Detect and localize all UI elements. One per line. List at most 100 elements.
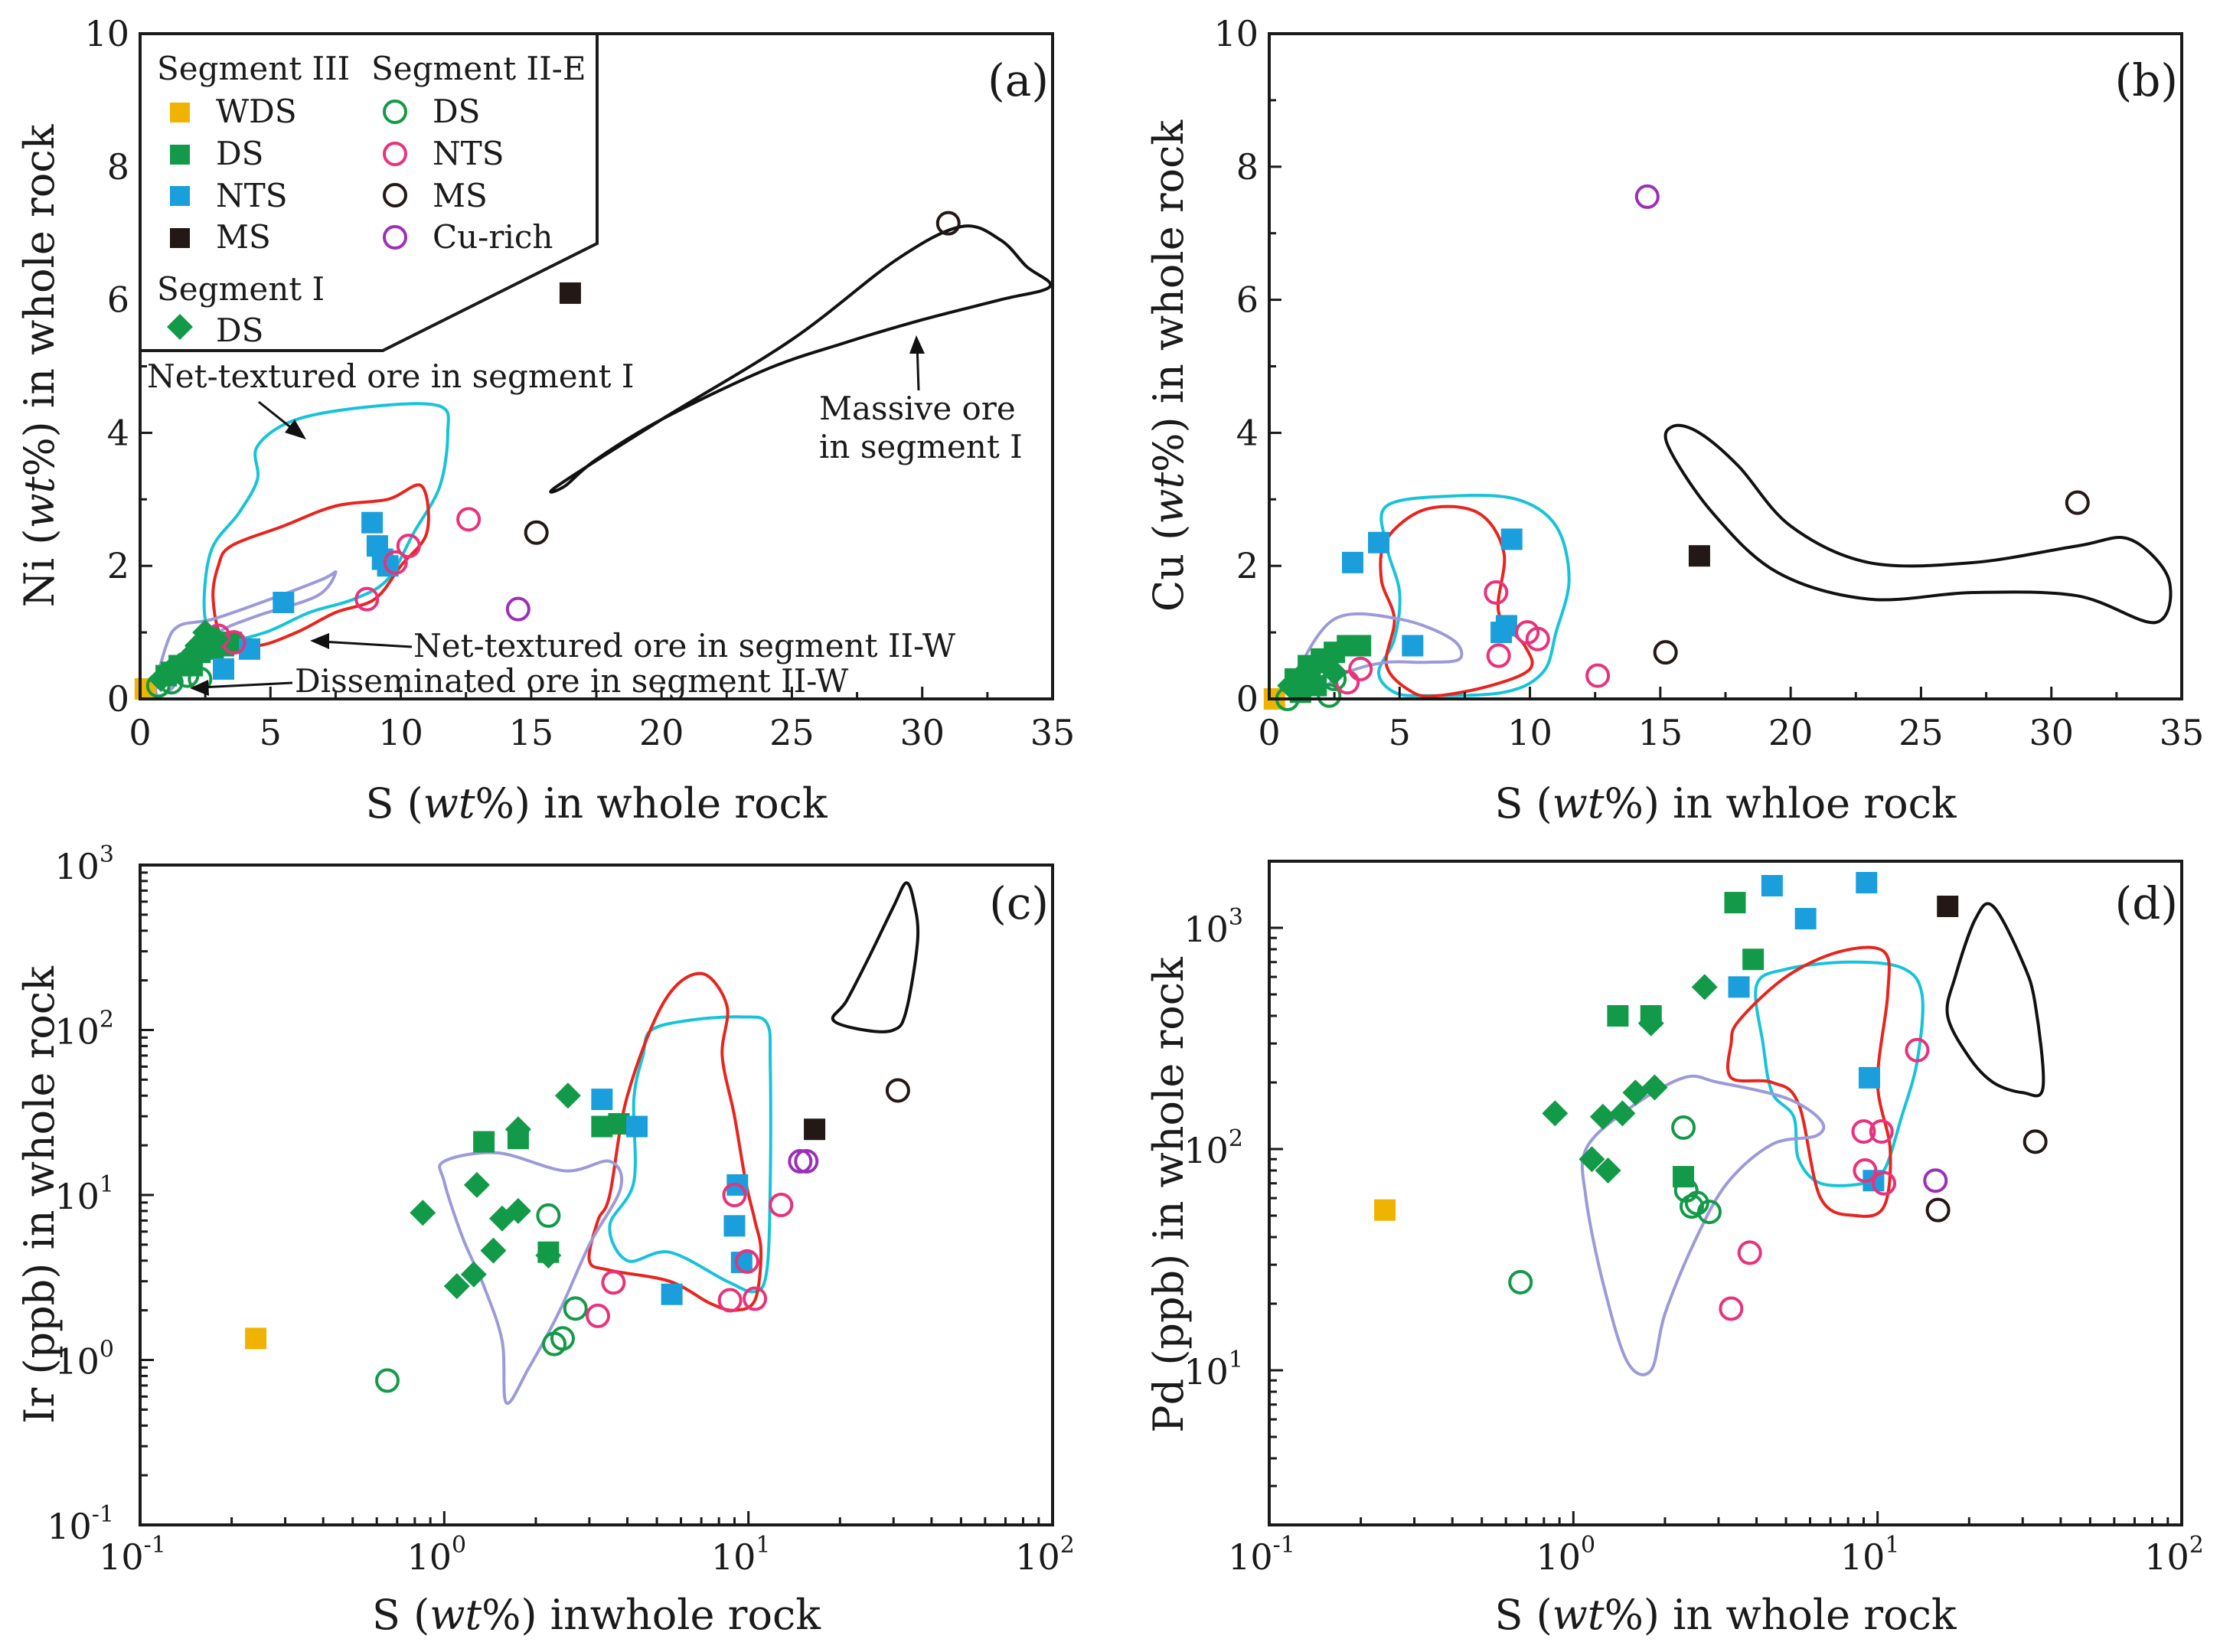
field-net-textured-ore-in-segment-ii-w xyxy=(1379,504,1534,698)
x-tick-label: 35 xyxy=(1030,712,1076,753)
segment-ii-e-ds-point xyxy=(374,1368,400,1393)
field-net-textured-ore-in-segment-i xyxy=(202,402,450,642)
segment-ii-e-nts-point xyxy=(769,1193,794,1218)
segment-ii-e-ds-point xyxy=(1671,1115,1696,1140)
x-tick-label: 30 xyxy=(899,712,945,753)
segment-ii-e-nts-point xyxy=(586,1303,611,1328)
segment-i-ds-point xyxy=(443,1273,470,1300)
legend-ds2e-marker xyxy=(383,100,407,124)
segment-ii-e-ms-point xyxy=(885,1078,910,1103)
panel-c: 10-1 100 101 102 10-1 100 101 102 103 (c) S (wt%… xyxy=(15,841,1075,1639)
segment-i-ds-point xyxy=(463,1171,490,1198)
x-tick-label: 15 xyxy=(509,712,554,753)
segment-ii-e-nts-point xyxy=(722,1183,747,1207)
segment-ii-e-nts-point xyxy=(1851,1119,1876,1144)
panel-d-ylabel: Pd (ppb) in whole rock xyxy=(1144,956,1193,1433)
legend-nts2e-label: NTS xyxy=(433,135,504,172)
segment-i-ds-point xyxy=(202,625,229,652)
panel-a-ylabel: Ni (wt%) in whole rock xyxy=(15,123,64,607)
x-tick-label: 5 xyxy=(1389,712,1411,753)
y-tick-label: 103 xyxy=(54,841,114,887)
segment-iii-nts-point xyxy=(1341,551,1363,573)
x-tick-label: 0 xyxy=(1258,712,1280,753)
arrow-diss-seg2w xyxy=(200,681,293,689)
segment-iii-nts-point xyxy=(1368,531,1390,553)
segment-ii-e-nts-point xyxy=(1869,1119,1894,1144)
field-net-textured-ore-in-segment-ii-w xyxy=(587,971,763,1312)
segment-ii-e-nts-point xyxy=(734,1249,759,1274)
segment-ii-e-nts-point xyxy=(743,1286,768,1311)
y-tick-label: 0 xyxy=(107,678,129,720)
segment-ii-e-ds-point xyxy=(1317,683,1342,708)
arrowhead-massive xyxy=(909,335,925,354)
arrowhead-net-seg1 xyxy=(285,420,306,439)
panel-b-ticks: 0 5 10 15 20 25 30 35 0 2 4 6 8 10 xyxy=(1213,13,2204,753)
legend-curich-marker xyxy=(383,225,407,250)
segment-ii-e-cu-rich-point xyxy=(1923,1168,1948,1193)
segment-i-ds-point xyxy=(1578,1146,1605,1173)
panel-a-points xyxy=(134,211,961,700)
panel-c-frame xyxy=(139,864,1054,1526)
segment-iii-wds-point xyxy=(1374,1199,1396,1221)
x-tick-label: 5 xyxy=(260,712,282,753)
panel-c-points xyxy=(245,1078,910,1393)
x-tick-label: 25 xyxy=(769,712,815,753)
segment-iii-nts-point xyxy=(273,591,295,613)
y-tick-label: 10 xyxy=(84,13,129,54)
legend-ds3-marker xyxy=(170,145,190,165)
field-massive-ore-in-segment-i xyxy=(549,224,1053,494)
legend-ms3-marker xyxy=(170,228,190,248)
segment-iii-nts-point xyxy=(1495,615,1517,637)
segment-i-ds-point xyxy=(1691,974,1718,1001)
segment-i-ds-point xyxy=(480,1237,507,1264)
legend-group2-title: Segment II-E xyxy=(371,50,586,87)
field-massive-ore-in-segment-i xyxy=(1945,902,2045,1098)
panel-d-fields xyxy=(1580,902,2045,1376)
x-tick-label: 100 xyxy=(407,1532,467,1578)
segment-ii-e-nts-point xyxy=(383,550,408,575)
segment-iii-ms-point xyxy=(1937,895,1959,917)
segment-ii-e-ms-point xyxy=(935,211,961,236)
segment-iii-nts-point xyxy=(626,1115,648,1138)
segment-ii-e-nts-point xyxy=(1348,656,1373,681)
segment-ii-e-nts-point xyxy=(456,507,482,532)
x-tick-label: 10 xyxy=(1507,712,1552,753)
legend-wds-marker xyxy=(170,103,190,122)
panel-c-ylabel: Ir (ppb) in whole rock xyxy=(15,965,64,1424)
segment-i-ds-point xyxy=(535,1242,562,1268)
y-tick-label: 4 xyxy=(107,412,129,453)
segment-iii-nts-point xyxy=(1402,635,1424,657)
y-tick-label: 2 xyxy=(107,545,129,586)
field-disseminated-ore-in-segment-ii-w xyxy=(1292,612,1464,697)
arrowhead-net-seg2w xyxy=(310,633,329,649)
segment-i-ds-point xyxy=(410,1200,436,1226)
segment-i-ds-point xyxy=(1595,1157,1621,1184)
x-tick-label: 100 xyxy=(1536,1532,1596,1578)
segment-i-ds-point xyxy=(161,655,188,682)
panel-d-ticks: 10-1 100 101 102 101 102 103 xyxy=(1183,904,2203,1578)
segment-ii-e-ms-point xyxy=(1653,640,1678,665)
y-tick-label: 8 xyxy=(107,146,129,188)
field-massive-ore-in-segment-i xyxy=(1663,423,2173,625)
legend-ds1-label: DS xyxy=(216,312,263,349)
y-tick-label: 101 xyxy=(54,1171,114,1217)
legend-nts3-label: NTS xyxy=(216,177,288,214)
segment-ii-e-nts-point xyxy=(717,1288,743,1313)
segment-ii-e-nts-point xyxy=(354,586,380,612)
segment-iii-nts-point xyxy=(361,511,384,534)
y-tick-label: 10-1 xyxy=(47,1501,114,1547)
segment-iii-ds-point xyxy=(1742,948,1765,971)
x-tick-label: 25 xyxy=(1898,712,1944,753)
segment-iii-nts-point xyxy=(723,1215,746,1237)
panel-c-label: (c) xyxy=(989,877,1049,929)
segment-ii-e-nts-point xyxy=(1484,580,1509,605)
segment-ii-e-ds-point xyxy=(1679,1194,1704,1219)
panel-d-points xyxy=(1374,872,2048,1321)
segment-iii-ms-point xyxy=(804,1118,826,1141)
segment-ii-e-cu-rich-point xyxy=(788,1149,813,1174)
segment-iii-nts-point xyxy=(591,1089,613,1111)
segment-iii-ds-point xyxy=(1724,892,1746,914)
segment-iii-wds-point xyxy=(245,1327,267,1350)
segment-ii-e-cu-rich-point xyxy=(1634,184,1660,209)
panel-d-frame xyxy=(1268,860,2183,1526)
